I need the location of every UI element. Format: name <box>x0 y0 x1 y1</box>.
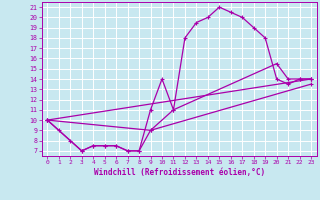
X-axis label: Windchill (Refroidissement éolien,°C): Windchill (Refroidissement éolien,°C) <box>94 168 265 177</box>
